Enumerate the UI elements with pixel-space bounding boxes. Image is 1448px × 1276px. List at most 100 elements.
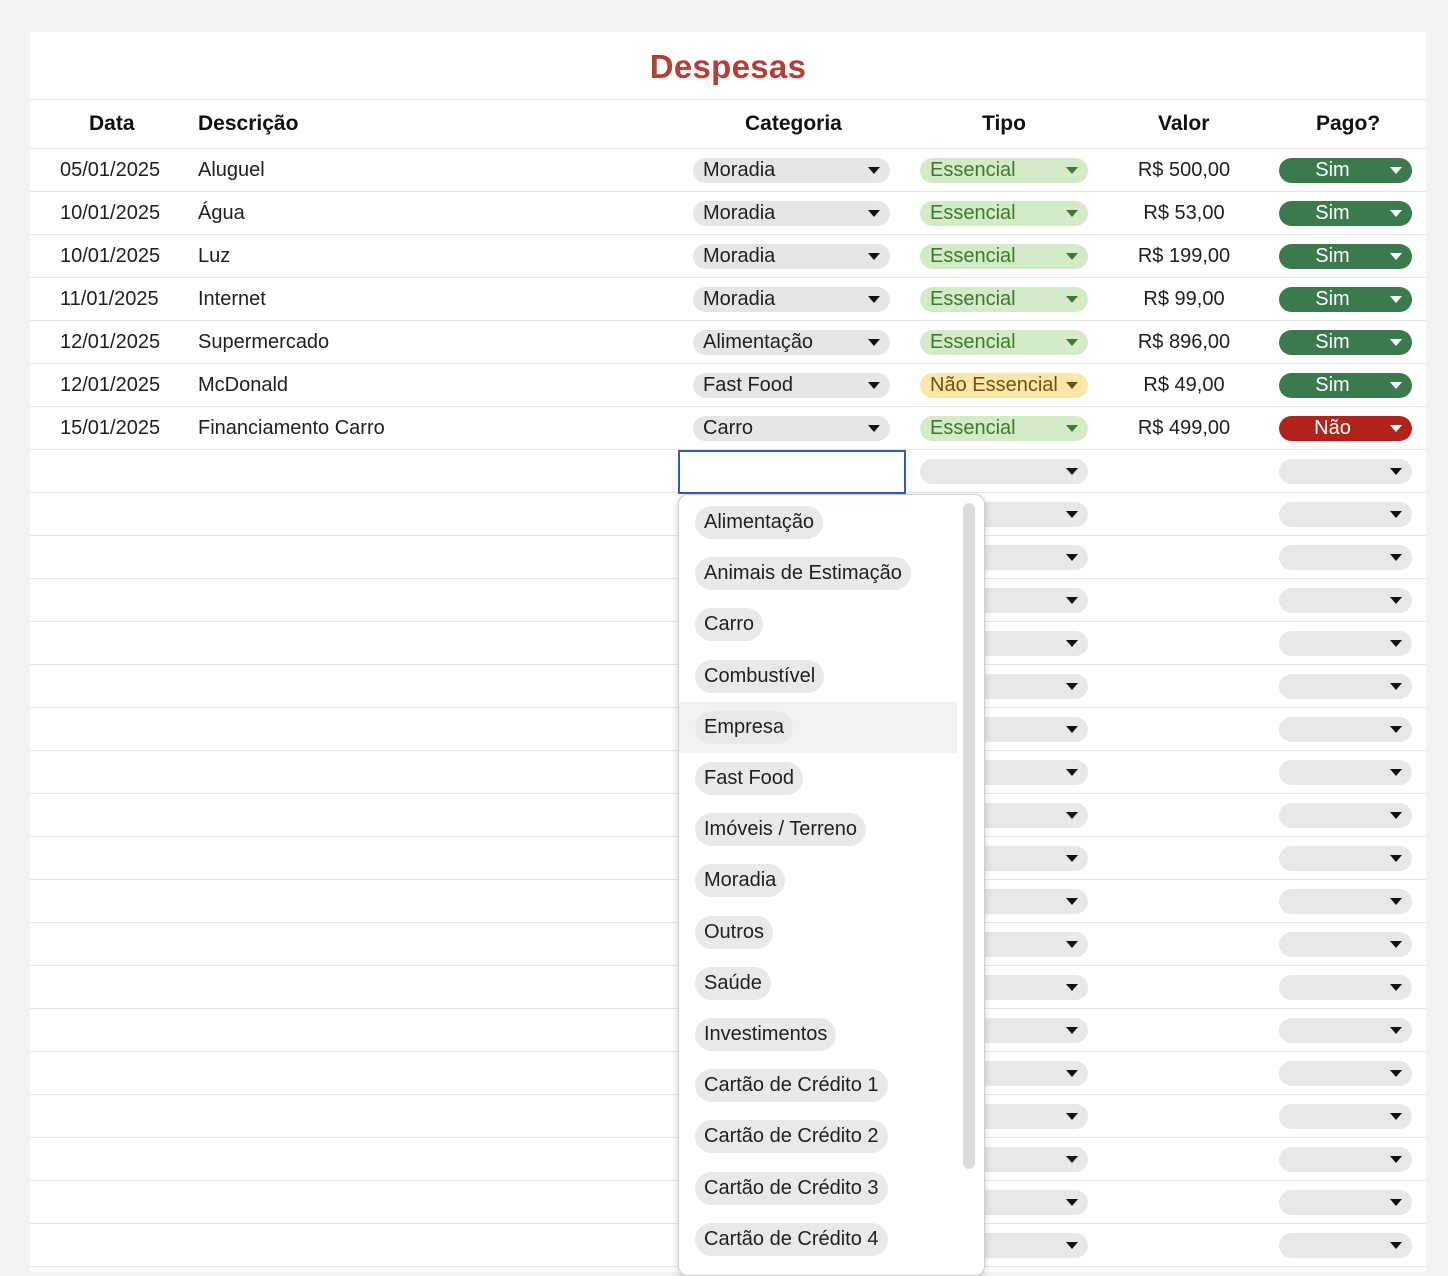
tipo-select[interactable]: Essencial bbox=[920, 244, 1088, 269]
cell-valor[interactable]: R$ 99,00 bbox=[1143, 288, 1225, 310]
tipo-select[interactable]: Essencial bbox=[920, 287, 1088, 312]
dropdown-option[interactable]: Investimentos bbox=[679, 1009, 957, 1060]
pago-select[interactable] bbox=[1279, 1233, 1412, 1258]
tipo-select[interactable] bbox=[920, 459, 1088, 484]
pago-select[interactable]: Sim bbox=[1279, 330, 1412, 355]
dropdown-option-label: Alimentação bbox=[695, 506, 824, 539]
cell-data[interactable]: 12/01/2025 bbox=[60, 374, 161, 396]
cell-valor[interactable]: R$ 500,00 bbox=[1137, 159, 1231, 181]
tipo-select[interactable]: Não Essencial bbox=[920, 373, 1088, 398]
tipo-select[interactable]: Essencial bbox=[920, 416, 1088, 441]
cell-valor[interactable]: R$ 499,00 bbox=[1137, 417, 1231, 439]
caret-down-icon bbox=[1390, 855, 1402, 862]
categoria-select[interactable]: Alimentação bbox=[693, 330, 890, 355]
pago-select[interactable] bbox=[1279, 674, 1412, 699]
categoria-select[interactable]: Fast Food bbox=[693, 373, 890, 398]
cell-descricao[interactable]: Financiamento Carro bbox=[198, 417, 385, 439]
dropdown-option-label: Carro bbox=[695, 608, 764, 642]
pago-select[interactable] bbox=[1279, 932, 1412, 957]
cell-descricao[interactable]: Internet bbox=[198, 288, 266, 310]
dropdown-option[interactable]: Alimentação bbox=[679, 497, 957, 548]
pago-select[interactable]: Sim bbox=[1279, 201, 1412, 226]
table-row: 15/01/2025 Financiamento Carro Carro Essenc… bbox=[30, 407, 1426, 450]
cell-data[interactable]: 05/01/2025 bbox=[60, 159, 161, 181]
cell-data[interactable]: 10/01/2025 bbox=[60, 245, 161, 267]
cell-data[interactable]: 10/01/2025 bbox=[60, 202, 161, 224]
pago-select[interactable] bbox=[1279, 459, 1412, 484]
dropdown-option[interactable]: Outros bbox=[679, 907, 957, 958]
tipo-select[interactable]: Essencial bbox=[920, 330, 1088, 355]
table-row: 10/01/2025 Luz Moradia Essencial R$ 199,00 Si… bbox=[30, 235, 1426, 278]
pago-select[interactable] bbox=[1279, 846, 1412, 871]
pago-select[interactable]: Não bbox=[1279, 416, 1412, 441]
caret-down-icon bbox=[1390, 382, 1402, 389]
dropdown-option[interactable]: Cartão de Crédito 2 bbox=[679, 1111, 957, 1162]
active-cell-editor[interactable] bbox=[678, 450, 906, 494]
pago-select[interactable] bbox=[1279, 631, 1412, 656]
tipo-select[interactable]: Essencial bbox=[920, 158, 1088, 183]
cell-descricao[interactable]: Aluguel bbox=[198, 159, 265, 181]
pago-select[interactable] bbox=[1279, 760, 1412, 785]
pago-select[interactable] bbox=[1279, 1061, 1412, 1086]
tipo-select[interactable]: Essencial bbox=[920, 201, 1088, 226]
dropdown-option[interactable]: Combustível bbox=[679, 651, 957, 702]
caret-down-icon bbox=[868, 210, 880, 217]
caret-down-icon bbox=[1390, 296, 1402, 303]
pago-select[interactable] bbox=[1279, 588, 1412, 613]
pago-select[interactable] bbox=[1279, 803, 1412, 828]
pago-select[interactable] bbox=[1279, 502, 1412, 527]
pago-select[interactable]: Sim bbox=[1279, 158, 1412, 183]
categoria-select[interactable]: Carro bbox=[693, 416, 890, 441]
dropdown-option[interactable]: Empresa bbox=[679, 701, 957, 753]
pago-select[interactable] bbox=[1279, 545, 1412, 570]
cell-descricao[interactable]: Água bbox=[198, 202, 245, 224]
categoria-select[interactable]: Moradia bbox=[693, 201, 890, 226]
dropdown-option[interactable]: Animais de Estimação bbox=[679, 548, 957, 599]
cell-valor[interactable]: R$ 49,00 bbox=[1143, 374, 1225, 396]
caret-down-icon bbox=[1390, 1070, 1402, 1077]
dropdown-option[interactable]: Cartão de Crédito 4 bbox=[679, 1214, 957, 1265]
cell-descricao[interactable]: Supermercado bbox=[198, 331, 330, 353]
cell-data[interactable]: 15/01/2025 bbox=[60, 417, 161, 439]
dropdown-option[interactable]: Fast Food bbox=[679, 753, 957, 804]
caret-down-icon bbox=[868, 339, 880, 346]
dropdown-option[interactable]: Cartão de Crédito 1 bbox=[679, 1060, 957, 1111]
pago-select[interactable] bbox=[1279, 1104, 1412, 1129]
dropdown-option[interactable]: Carro bbox=[679, 599, 957, 650]
cell-descricao[interactable]: Luz bbox=[198, 245, 231, 267]
pago-select[interactable]: Sim bbox=[1279, 373, 1412, 398]
categoria-select[interactable]: Moradia bbox=[693, 287, 890, 312]
cell-valor[interactable]: R$ 199,00 bbox=[1137, 245, 1231, 267]
dropdown-option[interactable]: Moradia bbox=[679, 855, 957, 906]
dropdown-option[interactable]: Saúde bbox=[679, 958, 957, 1009]
pago-select[interactable] bbox=[1279, 1190, 1412, 1215]
categoria-value: Fast Food bbox=[703, 374, 794, 396]
pago-select[interactable]: Sim bbox=[1279, 287, 1412, 312]
dropdown-scrollbar[interactable] bbox=[963, 503, 975, 1169]
cell-valor[interactable]: R$ 53,00 bbox=[1143, 202, 1225, 224]
cell-data[interactable]: 12/01/2025 bbox=[60, 331, 161, 353]
cell-descricao[interactable]: McDonald bbox=[198, 374, 289, 396]
cell-data[interactable]: 11/01/2025 bbox=[60, 288, 159, 310]
pago-value: Sim bbox=[1315, 159, 1350, 181]
dropdown-option[interactable]: Cartão de Crédito 3 bbox=[679, 1163, 957, 1214]
pago-select[interactable] bbox=[1279, 1018, 1412, 1043]
caret-down-icon bbox=[1066, 597, 1078, 604]
categoria-select[interactable]: Moradia bbox=[693, 158, 890, 183]
caret-down-icon bbox=[1066, 726, 1078, 733]
pago-select[interactable] bbox=[1279, 1147, 1412, 1172]
dropdown-option-label: Cartão de Crédito 1 bbox=[695, 1069, 888, 1103]
pago-select[interactable] bbox=[1279, 975, 1412, 1000]
pago-select[interactable]: Sim bbox=[1279, 244, 1412, 269]
tipo-value: Essencial bbox=[930, 331, 1016, 353]
dropdown-option[interactable]: Imóveis / Terreno bbox=[679, 804, 957, 855]
categoria-select[interactable]: Moradia bbox=[693, 244, 890, 269]
cell-valor[interactable]: R$ 896,00 bbox=[1137, 331, 1231, 353]
categoria-value: Moradia bbox=[703, 288, 776, 310]
table-row: 05/01/2025 Aluguel Moradia Essencial R$ 500,… bbox=[30, 149, 1426, 192]
caret-down-icon bbox=[1066, 769, 1078, 776]
pago-select[interactable] bbox=[1279, 717, 1412, 742]
caret-down-icon bbox=[1390, 941, 1402, 948]
header-descricao: Descrição bbox=[198, 112, 299, 135]
pago-select[interactable] bbox=[1279, 889, 1412, 914]
